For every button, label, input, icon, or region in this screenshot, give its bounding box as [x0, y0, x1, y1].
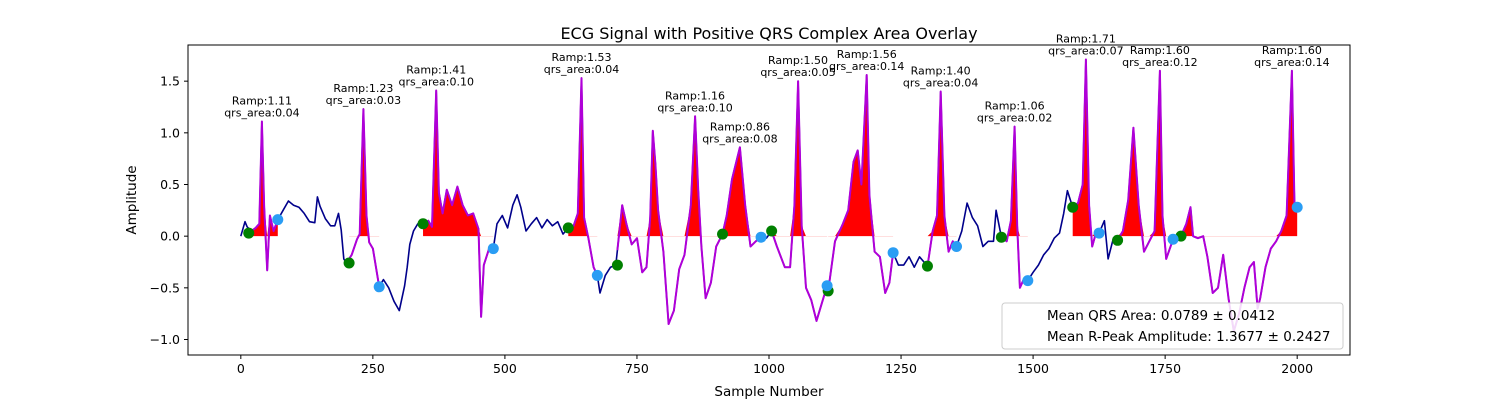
qrs-segment-line-7 — [827, 74, 895, 294]
r-peak-amp-label-10: Ramp:1.71 — [1056, 32, 1116, 45]
qrs-onset-marker-6 — [766, 225, 778, 237]
x-tick-label-5: 1250 — [885, 361, 917, 376]
qrs-area-label-9: qrs_area:0.02 — [977, 112, 1052, 125]
r-peak-amp-label-1: Ramp:1.23 — [333, 82, 393, 95]
qrs-onset-marker-9 — [995, 231, 1007, 243]
x-tick-label-4: 1000 — [753, 361, 785, 376]
qrs-offset-marker-7 — [951, 241, 963, 252]
qrs-area-fill-5 — [722, 147, 762, 237]
qrs-offset-marker-11 — [1291, 201, 1303, 213]
x-tick-label-6: 1500 — [1017, 361, 1049, 376]
r-peak-amp-label-4: Ramp:1.16 — [665, 89, 725, 102]
legend: Mean QRS Area: 0.0789 ± 0.0412 Mean R-Pe… — [1001, 302, 1344, 350]
qrs-offset-marker-10 — [1167, 233, 1179, 245]
qrs-segment-line-0 — [248, 120, 279, 272]
x-tick-label-2: 500 — [493, 361, 517, 376]
qrs-onset-marker-11 — [1112, 234, 1124, 246]
x-tick-label-8: 2000 — [1281, 361, 1313, 376]
qrs-onset-marker-1 — [343, 257, 355, 269]
qrs-offset-marker-8 — [1022, 275, 1034, 287]
qrs-onset-marker-4 — [611, 259, 623, 271]
x-tick-label-0: 0 — [237, 361, 245, 376]
legend-entry-qrs-area: Mean QRS Area: 0.0789 ± 0.0412 — [1047, 308, 1275, 324]
qrs-segment-line-2 — [422, 89, 494, 318]
qrs-onset-marker-3 — [562, 222, 574, 234]
qrs-area-label-2: qrs_area:0.10 — [399, 75, 474, 88]
qrs-offset-marker-5 — [821, 280, 833, 292]
qrs-segment-line-5 — [721, 146, 762, 248]
y-tick-label-4: 1.0 — [160, 125, 180, 140]
y-tick-label-5: 1.5 — [160, 74, 180, 89]
r-peak-amp-label-2: Ramp:1.41 — [406, 63, 466, 76]
qrs-segment-line-6 — [770, 80, 829, 322]
r-peak-amp-label-11: Ramp:1.60 — [1130, 44, 1190, 57]
qrs-offset-marker-3 — [591, 269, 603, 281]
qrs-segment-line-8 — [926, 90, 958, 267]
x-tick-label-1: 250 — [361, 361, 385, 376]
qrs-area-label-12: qrs_area:0.14 — [1254, 56, 1329, 69]
qrs-offset-marker-9 — [1093, 227, 1105, 239]
y-tick-label-0: −1.0 — [150, 332, 180, 347]
axes-layer: 0 250 500 750 1000 1250 1500 1750 2000 −1.0 −0.5 0.… — [150, 74, 1313, 376]
qrs-onset-marker-10 — [1067, 201, 1079, 213]
y-tick-label-3: 0.5 — [160, 177, 180, 192]
qrs-offset-marker-6 — [887, 247, 899, 259]
qrs-area-label-1: qrs_area:0.03 — [326, 94, 401, 107]
y-axis-label: Amplitude — [124, 165, 140, 234]
qrs-segment-line-11 — [1116, 69, 1175, 260]
qrs-offset-marker-0 — [272, 214, 284, 226]
qrs-onset-marker-8 — [921, 260, 933, 272]
y-tick-label-1: −0.5 — [150, 280, 180, 295]
qrs-onset-marker-0 — [243, 227, 255, 239]
marker-layer — [243, 201, 1303, 297]
qrs-area-label-6: qrs_area:0.05 — [760, 66, 835, 79]
legend-entry-r-peak-amplitude: Mean R-Peak Amplitude: 1.3677 ± 0.2427 — [1047, 329, 1331, 345]
qrs-area-label-10: qrs_area:0.07 — [1048, 44, 1123, 57]
qrs-area-label-8: qrs_area:0.04 — [903, 77, 978, 90]
x-tick-label-7: 1750 — [1149, 361, 1181, 376]
qrs-area-fill-2 — [423, 90, 494, 237]
qrs-segment-line-12 — [1180, 69, 1298, 333]
r-peak-amp-label-7: Ramp:1.56 — [837, 48, 897, 61]
qrs-offset-marker-4 — [755, 231, 767, 243]
r-peak-amp-label-8: Ramp:1.40 — [911, 65, 971, 78]
qrs-onset-marker-5 — [717, 228, 729, 240]
qrs-offset-marker-1 — [373, 281, 385, 293]
qrs-area-label-5: qrs_area:0.08 — [702, 132, 777, 145]
qrs-offset-marker-2 — [487, 243, 499, 255]
qrs-segment-line-3 — [567, 77, 599, 276]
y-tick-label-2: 0.0 — [160, 229, 180, 244]
chart-title: ECG Signal with Positive QRS Complex Are… — [560, 24, 977, 43]
r-peak-amp-label-6: Ramp:1.50 — [768, 54, 828, 67]
qrs-area-fill-9 — [1001, 126, 1028, 237]
qrs-segment-line-1 — [348, 108, 381, 287]
x-tick-label-3: 750 — [625, 361, 649, 376]
r-peak-amp-label-12: Ramp:1.60 — [1262, 44, 1322, 57]
qrs-segment-line-4 — [616, 115, 723, 325]
x-axis-label: Sample Number — [714, 384, 824, 400]
annotation-layer: Ramp:1.11qrs_area:0.04Ramp:1.23qrs_area:… — [224, 32, 1329, 145]
qrs-area-label-0: qrs_area:0.04 — [224, 106, 299, 119]
legend-box — [1001, 302, 1344, 350]
qrs-area-fill-10 — [1072, 59, 1100, 237]
qrs-area-label-11: qrs_area:0.12 — [1122, 56, 1197, 69]
qrs-area-label-4: qrs_area:0.10 — [657, 101, 732, 114]
qrs-area-label-7: qrs_area:0.14 — [829, 60, 904, 73]
qrs-area-fill-7 — [828, 75, 894, 237]
qrs-area-label-3: qrs_area:0.04 — [544, 63, 619, 76]
r-peak-amp-label-9: Ramp:1.06 — [985, 100, 1045, 113]
qrs-area-fill-1 — [349, 109, 380, 237]
r-peak-amp-label-0: Ramp:1.11 — [232, 94, 292, 107]
r-peak-amp-label-5: Ramp:0.86 — [710, 120, 770, 133]
r-peak-amp-label-3: Ramp:1.53 — [551, 51, 611, 64]
qrs-onset-marker-2 — [417, 218, 429, 230]
